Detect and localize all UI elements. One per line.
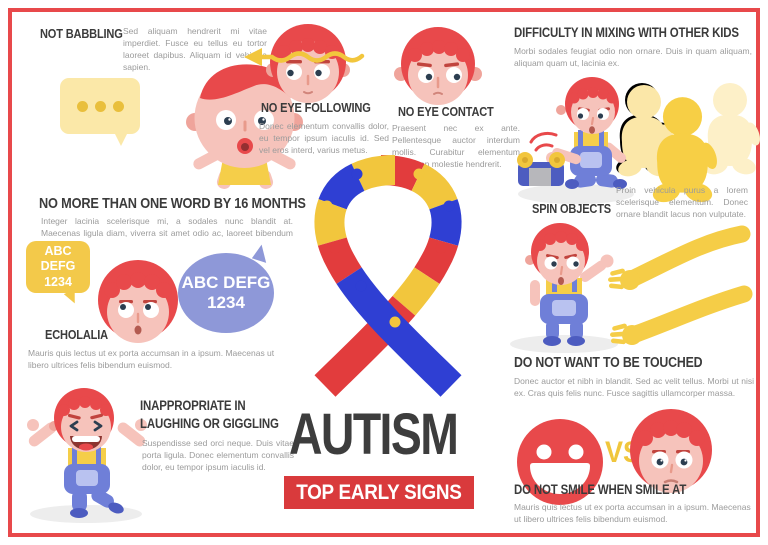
no-eye-contact-body: Praesent nec ex ante. Pellentesque aucto…: [392, 123, 520, 170]
spin-objects-body: Proin vehicula purus a lorem scelerisque…: [616, 185, 748, 220]
difficulty-mixing-body: Morbi sodales feugiat odio non ornare. D…: [514, 46, 752, 69]
no-eye-following-body: Donec elementum convallis dolor, eu temp…: [259, 121, 389, 156]
touched-kid-illustration: [510, 223, 753, 353]
spin-objects-title: SPIN OBJECTS: [532, 201, 612, 216]
do-not-want-touched-body: Donec auctor et nibh in blandit. Sed ac …: [514, 376, 754, 399]
smiley-face-icon: [517, 419, 603, 505]
do-not-want-touched-title: DO NOT WANT TO BE TOUCHED: [514, 355, 703, 371]
spin-objects-kid-illustration: [517, 77, 634, 204]
bubble-tail: [114, 132, 128, 146]
inappropriate-laughing-title: INAPPROPRIATE IN LAUGHING OR GIGGLING: [140, 398, 279, 432]
no-more-than-one-word-title: NO MORE THAN ONE WORD BY 16 MONTHS: [39, 195, 306, 212]
main-title: AUTISM: [289, 402, 459, 467]
toy-truck-icon: [517, 131, 565, 186]
kid-head-no-eye-contact-illustration: [394, 27, 482, 105]
yellow-kids-illustration: [616, 83, 763, 206]
sad-kid-face-illustration: [630, 409, 712, 493]
echolalia-title: ECHOLALIA: [45, 327, 108, 342]
echolalia-girl-illustration: [98, 260, 178, 343]
speech-bubble-right: ABC DEFG 1234: [178, 243, 274, 333]
difficulty-mixing-title: DIFFICULTY IN MIXING WITH OTHER KIDS: [514, 25, 739, 40]
baby-illustration: [186, 64, 303, 189]
laughing-kid-illustration: [27, 388, 147, 523]
banner: TOP EARLY SIGNS: [284, 476, 474, 509]
no-eye-following-title: NO EYE FOLLOWING: [261, 100, 371, 115]
autism-ribbon-icon: [314, 155, 462, 397]
speech-dots-bubble-icon: [60, 78, 140, 146]
kid-head-no-eye-following-illustration: [244, 24, 365, 103]
no-eye-contact-title: NO EYE CONTACT: [398, 104, 494, 119]
banner-label: TOP EARLY SIGNS: [296, 480, 462, 504]
dots-icon: [76, 100, 124, 112]
not-babbling-body: Sed aliquam hendrerit mi vitae imperdiet…: [123, 26, 267, 73]
red-border-frame: [8, 8, 760, 537]
inappropriate-laughing-body: Suspendisse sed orci neque. Duis vitae p…: [142, 438, 294, 473]
not-babbling-title: NOT BABBLING: [40, 26, 123, 41]
speech-bubble-left: ABC DEFG 1234: [26, 241, 90, 306]
do-not-smile-body: Mauris quis lectus ut ex porta accumsan …: [514, 502, 751, 525]
do-not-smile-title: DO NOT SMILE WHEN SMILE AT: [514, 482, 687, 497]
reaching-hands-icon: [608, 225, 753, 345]
echolalia-body: Mauris quis lectus ut ex porta accumsan …: [28, 348, 275, 371]
eye-tracking-arrow-icon: [244, 48, 365, 66]
